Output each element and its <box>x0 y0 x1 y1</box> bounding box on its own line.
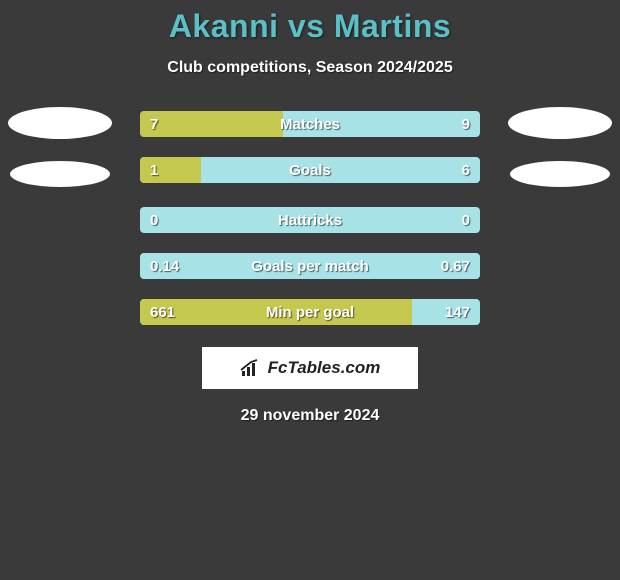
brand-badge: FcTables.com <box>202 347 418 389</box>
stats-bars: 7Matches9 1Goals6 <box>140 111 480 183</box>
stats-bars-lower: 0Hattricks0 0.14Goals per match0.67 661Min… <box>140 207 480 325</box>
stat-label: Goals <box>140 157 480 183</box>
stat-label: Hattricks <box>140 207 480 233</box>
stat-bar: 7Matches9 <box>140 111 480 137</box>
stat-value-right: 0.67 <box>441 253 470 279</box>
stat-value-right: 147 <box>445 299 470 325</box>
chart-icon <box>240 359 262 377</box>
stat-label: Min per goal <box>140 299 480 325</box>
avatar-right-top <box>508 107 612 139</box>
stat-value-right: 0 <box>462 207 470 233</box>
subtitle: Club competitions, Season 2024/2025 <box>0 59 620 77</box>
brand-text: FcTables.com <box>268 358 381 378</box>
page-title: Akanni vs Martins <box>0 8 620 45</box>
comparison-row: 7Matches9 1Goals6 <box>0 107 620 187</box>
stat-label: Goals per match <box>140 253 480 279</box>
stat-label: Matches <box>140 111 480 137</box>
avatar-right-bottom <box>510 161 610 187</box>
avatar-left-top <box>8 107 112 139</box>
left-player-avatars <box>8 107 112 187</box>
avatar-left-bottom <box>10 161 110 187</box>
right-player-avatars <box>508 107 612 187</box>
stat-bar: 0Hattricks0 <box>140 207 480 233</box>
stat-bar: 0.14Goals per match0.67 <box>140 253 480 279</box>
stat-bar: 661Min per goal147 <box>140 299 480 325</box>
stat-value-right: 6 <box>462 157 470 183</box>
stat-bar: 1Goals6 <box>140 157 480 183</box>
date-text: 29 november 2024 <box>0 407 620 425</box>
stat-value-right: 9 <box>462 111 470 137</box>
